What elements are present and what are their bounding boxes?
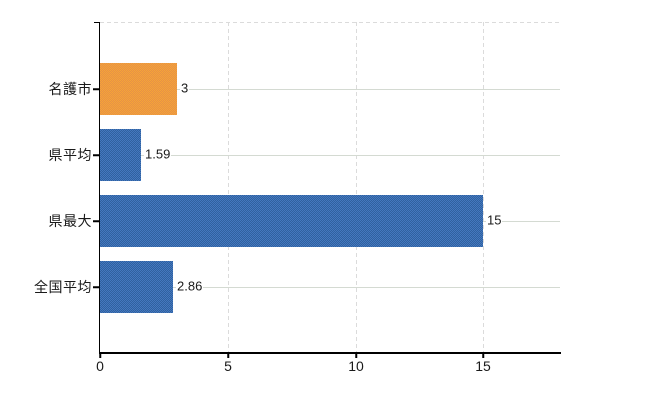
category-tick	[93, 220, 100, 222]
category-tick	[93, 154, 100, 156]
bar-県最大[interactable]	[100, 195, 483, 247]
x-axis-tick	[355, 353, 357, 358]
x-axis-tick	[482, 353, 484, 358]
x-tick-label: 5	[224, 358, 232, 374]
bar-全国平均[interactable]	[100, 261, 173, 313]
category-label: 県最大	[48, 213, 92, 229]
category-label: 名護市	[48, 81, 92, 97]
category-label: 全国平均	[34, 279, 92, 295]
x-axis-line	[98, 352, 561, 354]
category-gridline	[100, 287, 560, 288]
x-gridline	[228, 22, 229, 352]
x-axis-tick	[99, 353, 101, 358]
plot-top-border	[100, 22, 560, 23]
bar-名護市[interactable]	[100, 63, 177, 115]
category-tick	[93, 286, 100, 288]
y-axis-line	[98, 22, 100, 353]
x-tick-label: 15	[475, 358, 491, 374]
category-label: 県平均	[48, 147, 92, 163]
x-tick-label: 0	[96, 358, 104, 374]
x-axis-tick	[227, 353, 229, 358]
category-tick	[93, 88, 100, 90]
bar-県平均[interactable]	[100, 129, 141, 181]
bar-value-label: 3	[180, 80, 190, 97]
y-axis-top-tick	[94, 21, 100, 23]
plot-area: 3 1.59 15 2.86	[100, 22, 560, 352]
category-gridline	[100, 155, 560, 156]
category-gridline	[100, 89, 560, 90]
bar-value-label: 1.59	[144, 146, 172, 163]
bar-value-label: 15	[486, 212, 503, 229]
x-gridline	[356, 22, 357, 352]
x-gridline	[483, 22, 484, 352]
bar-value-label: 2.86	[176, 278, 204, 295]
x-tick-label: 10	[348, 358, 364, 374]
